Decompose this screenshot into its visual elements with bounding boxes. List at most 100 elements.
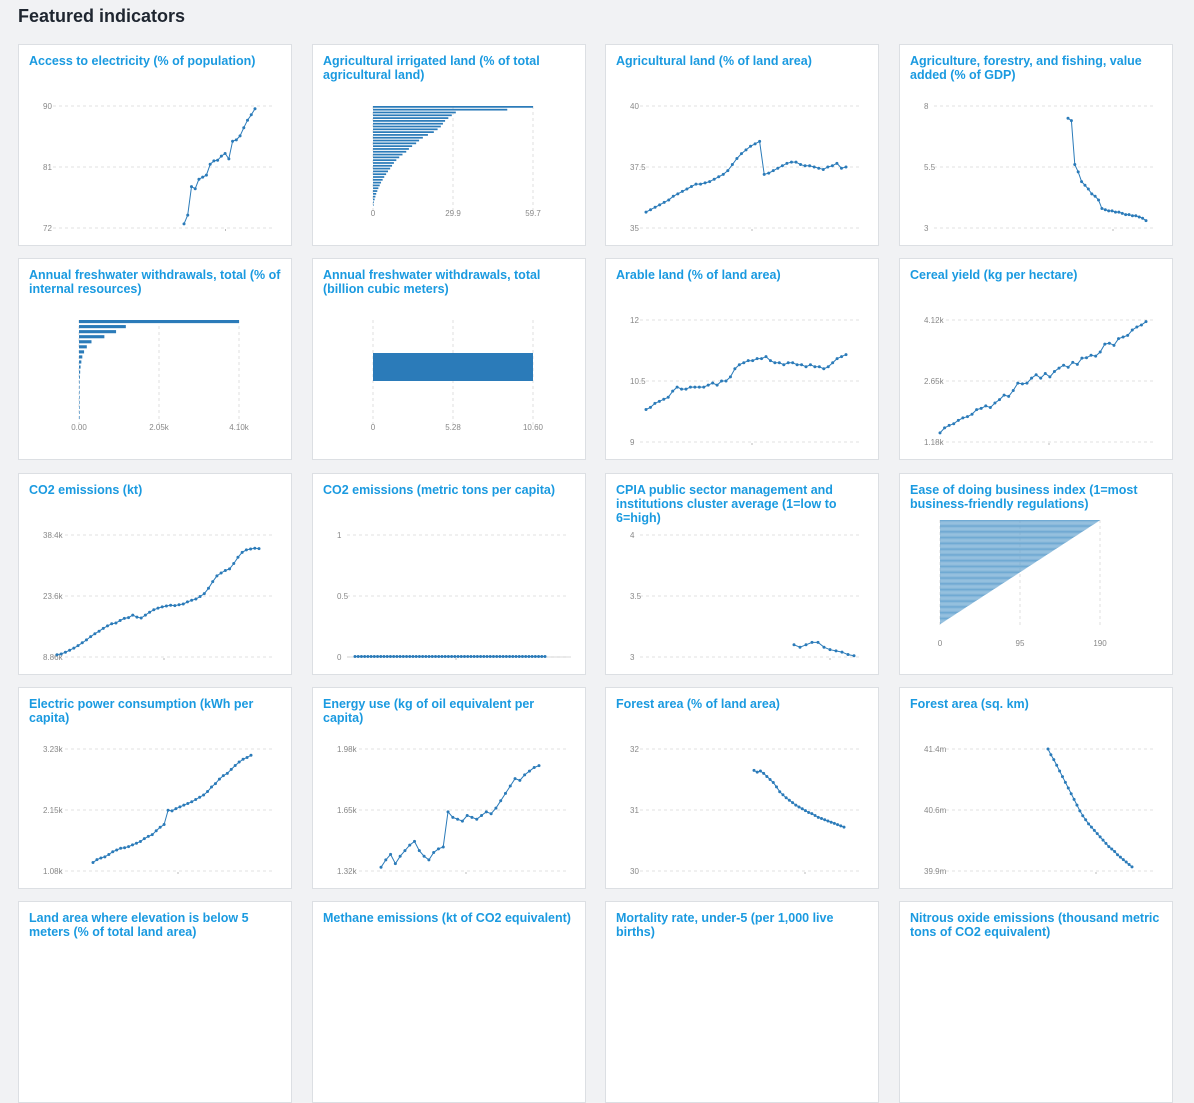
data-point[interactable] <box>395 655 398 658</box>
data-point[interactable] <box>431 655 434 658</box>
data-point[interactable] <box>370 655 373 658</box>
data-point[interactable] <box>461 820 464 823</box>
bar[interactable] <box>373 173 386 175</box>
data-point[interactable] <box>711 382 714 385</box>
data-point[interactable] <box>254 107 257 110</box>
data-point[interactable] <box>131 843 134 846</box>
data-point[interactable] <box>689 386 692 389</box>
data-point[interactable] <box>1135 326 1138 329</box>
bar[interactable] <box>373 112 456 114</box>
data-point[interactable] <box>830 821 833 824</box>
data-point[interactable] <box>216 159 219 162</box>
data-point[interactable] <box>1073 163 1076 166</box>
data-point[interactable] <box>99 856 102 859</box>
data-point[interactable] <box>1025 382 1028 385</box>
data-point[interactable] <box>81 641 84 644</box>
data-point[interactable] <box>826 819 829 822</box>
data-point[interactable] <box>800 363 803 366</box>
data-point[interactable] <box>805 365 808 368</box>
bar[interactable] <box>79 345 87 348</box>
data-point[interactable] <box>939 431 942 434</box>
data-point[interactable] <box>428 655 431 658</box>
data-point[interactable] <box>1055 764 1058 767</box>
bar[interactable] <box>373 168 390 170</box>
data-point[interactable] <box>751 359 754 362</box>
data-point[interactable] <box>693 386 696 389</box>
indicator-card[interactable]: Mortality rate, under-5 (per 1,000 live … <box>605 901 879 1103</box>
data-point[interactable] <box>1083 184 1086 187</box>
data-point[interactable] <box>1138 216 1141 219</box>
data-point[interactable] <box>479 655 482 658</box>
data-point[interactable] <box>504 792 507 795</box>
data-point[interactable] <box>818 365 821 368</box>
data-point[interactable] <box>453 655 456 658</box>
data-point[interactable] <box>827 365 830 368</box>
data-point[interactable] <box>505 655 508 658</box>
data-point[interactable] <box>178 805 181 808</box>
data-point[interactable] <box>1016 382 1019 385</box>
data-point[interactable] <box>1122 858 1125 861</box>
data-point[interactable] <box>820 817 823 820</box>
data-point[interactable] <box>427 858 430 861</box>
data-point[interactable] <box>131 614 134 617</box>
data-point[interactable] <box>645 408 648 411</box>
data-point[interactable] <box>836 357 839 360</box>
data-point[interactable] <box>242 126 245 129</box>
data-point[interactable] <box>198 796 201 799</box>
data-point[interactable] <box>794 804 797 807</box>
indicator-card[interactable]: Agriculture, forestry, and fishing, valu… <box>899 44 1173 246</box>
data-point[interactable] <box>389 853 392 856</box>
data-point[interactable] <box>167 809 170 812</box>
data-point[interactable] <box>357 655 360 658</box>
data-point[interactable] <box>1114 211 1117 214</box>
data-point[interactable] <box>354 655 357 658</box>
data-point[interactable] <box>194 798 197 801</box>
data-point[interactable] <box>250 754 253 757</box>
bar[interactable] <box>79 335 104 338</box>
data-point[interactable] <box>482 655 485 658</box>
data-point[interactable] <box>119 619 122 622</box>
bar[interactable] <box>79 371 80 374</box>
data-point[interactable] <box>209 163 212 166</box>
data-point[interactable] <box>1128 213 1131 216</box>
indicator-card[interactable]: Methane emissions (kt of CO2 equivalent) <box>312 901 586 1103</box>
data-point[interactable] <box>258 547 261 550</box>
data-point[interactable] <box>817 641 820 644</box>
data-point[interactable] <box>135 842 138 845</box>
data-point[interactable] <box>759 769 762 772</box>
data-point[interactable] <box>399 855 402 858</box>
data-point[interactable] <box>490 812 493 815</box>
data-point[interactable] <box>135 616 138 619</box>
data-point[interactable] <box>480 814 483 817</box>
data-point[interactable] <box>836 823 839 826</box>
data-point[interactable] <box>473 655 476 658</box>
data-point[interactable] <box>89 635 92 638</box>
data-point[interactable] <box>785 796 788 799</box>
data-point[interactable] <box>152 608 155 611</box>
bar[interactable] <box>79 386 80 389</box>
data-point[interactable] <box>77 644 80 647</box>
data-point[interactable] <box>1078 809 1081 812</box>
data-point[interactable] <box>537 655 540 658</box>
data-point[interactable] <box>163 823 166 826</box>
data-point[interactable] <box>114 621 117 624</box>
data-point[interactable] <box>509 784 512 787</box>
data-point[interactable] <box>769 359 772 362</box>
data-point[interactable] <box>450 655 453 658</box>
data-point[interactable] <box>831 361 834 364</box>
data-point[interactable] <box>207 587 210 590</box>
bar[interactable] <box>373 204 374 206</box>
data-point[interactable] <box>966 415 969 418</box>
bar[interactable] <box>79 396 80 399</box>
data-point[interactable] <box>811 641 814 644</box>
bar[interactable] <box>79 360 81 363</box>
data-point[interactable] <box>363 655 366 658</box>
data-point[interactable] <box>695 183 698 186</box>
data-point[interactable] <box>1107 209 1110 212</box>
data-point[interactable] <box>447 655 450 658</box>
data-point[interactable] <box>785 162 788 165</box>
data-point[interactable] <box>186 600 189 603</box>
data-point[interactable] <box>726 169 729 172</box>
data-point[interactable] <box>210 786 213 789</box>
data-point[interactable] <box>653 402 656 405</box>
